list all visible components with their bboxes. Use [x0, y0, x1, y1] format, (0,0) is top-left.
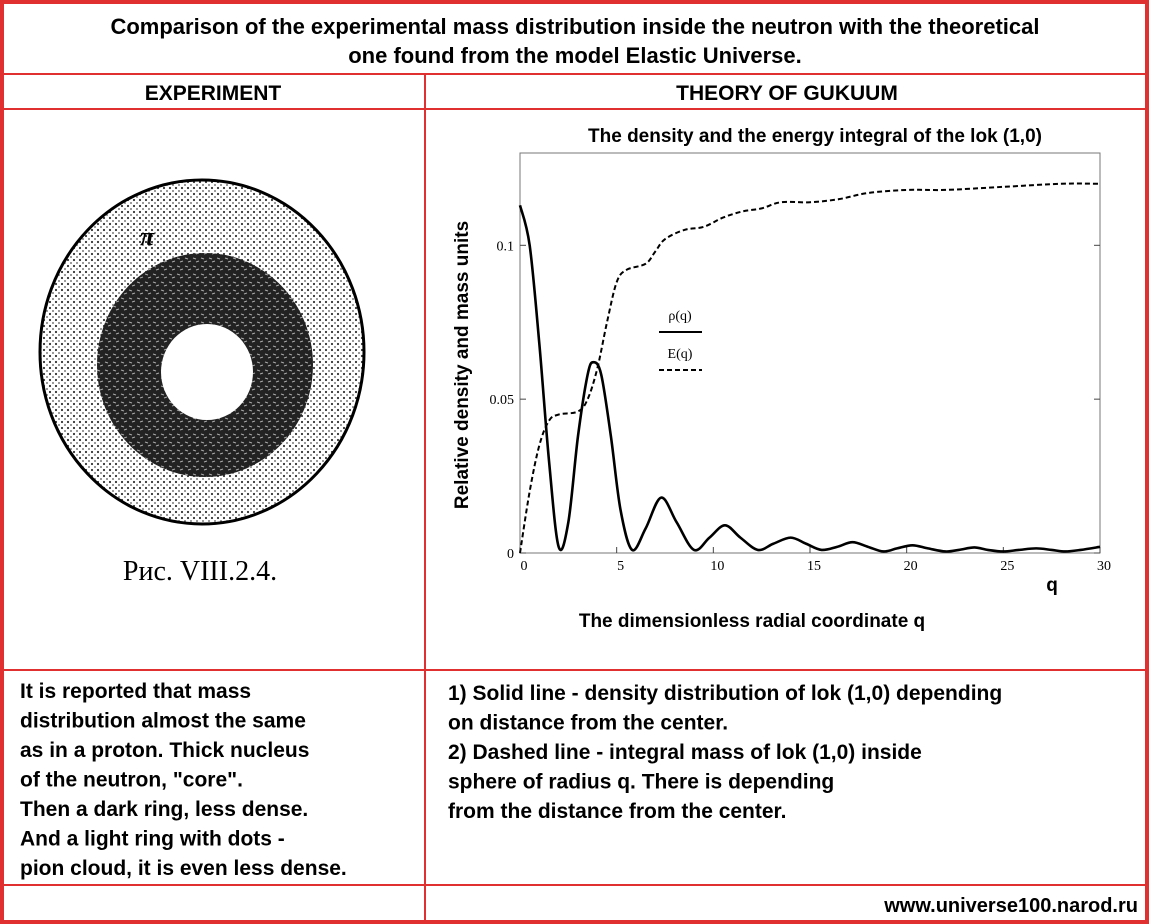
data-line: [519, 182, 1101, 554]
y-tick-label: 0: [507, 547, 514, 562]
plot-frame: [519, 152, 1101, 554]
title-line: one found from the model Elastic Univers…: [348, 43, 802, 68]
x-axis-symbol: q: [1046, 575, 1058, 596]
table-lines: [2, 73, 1147, 922]
figure-caption: Рис. VIII.2.4.: [123, 556, 277, 587]
x-axis-label: The dimensionless radial coordinate q: [579, 611, 925, 632]
note-line: sphere of radius q. There is depending: [448, 771, 834, 794]
right-notes: 1) Solid line - density distribution of …: [448, 682, 1002, 823]
x-tick-label: 30: [1097, 559, 1111, 574]
note-line: 1) Solid line - density distribution of …: [448, 682, 1002, 705]
x-tick-label: 25: [1000, 559, 1014, 574]
note-line: And a light ring with dots -: [20, 828, 285, 851]
note-line: of the neutron, "core".: [20, 769, 243, 792]
pi-label: π: [140, 222, 155, 251]
legend-label: ρ(q): [668, 309, 692, 324]
y-tick-label: 0.05: [490, 393, 515, 408]
chart-title: The density and the energy integral of t…: [588, 126, 1042, 147]
note-line: as in a proton. Thick nucleus: [20, 739, 309, 762]
left-notes: It is reported that mass distribution alm…: [20, 680, 347, 880]
plot: 0 5 10 15 20 25 30 0 0.05 0.1 ρ(q) E(q): [490, 152, 1111, 574]
x-tick-label: 0: [521, 559, 528, 574]
y-tick-label: 0.1: [497, 239, 515, 254]
column-header: EXPERIMENT: [145, 82, 282, 105]
x-tick-label: 20: [904, 559, 918, 574]
note-line: on distance from the center.: [448, 712, 728, 735]
neutron-figure: [38, 178, 366, 526]
column-header: THEORY OF GUKUUM: [676, 82, 898, 105]
x-tick-label: 5: [617, 559, 624, 574]
note-line: Then a dark ring, less dense.: [20, 798, 308, 821]
title-line: Comparison of the experimental mass dist…: [110, 14, 1039, 39]
note-line: 2) Dashed line - integral mass of lok (1…: [448, 741, 922, 764]
data-line: [518, 204, 1101, 553]
footer: www.universe100.narod.ru: [883, 895, 1138, 917]
note-line: pion cloud, it is even less dense.: [20, 857, 347, 880]
x-tick-label: 10: [710, 559, 724, 574]
note-line: It is reported that mass: [20, 680, 251, 703]
y-axis-label: Relative density and mass units: [452, 221, 473, 509]
note-line: from the distance from the center.: [448, 800, 786, 823]
legend-label: E(q): [668, 347, 693, 362]
note-line: distribution almost the same: [20, 710, 306, 733]
x-tick-label: 15: [807, 559, 821, 574]
